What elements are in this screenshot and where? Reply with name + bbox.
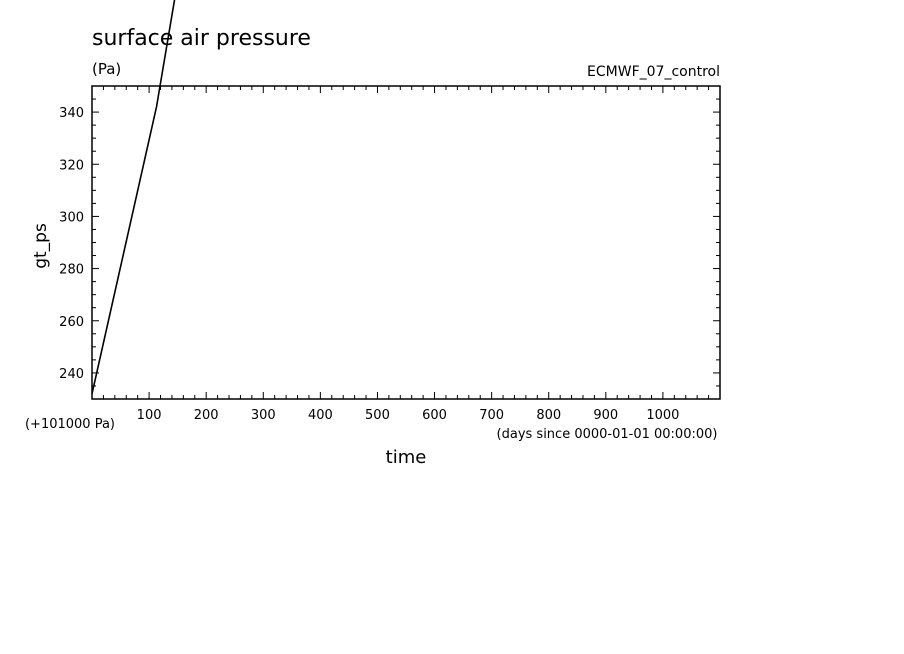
y-axis-label: gt_ps: [31, 223, 51, 269]
x-tick-label: 200: [194, 408, 219, 423]
x-tick-label: 1000: [646, 408, 679, 423]
y-tick-label: 280: [59, 263, 84, 278]
x-tick-label: 500: [365, 408, 390, 423]
x-tick-label: 600: [422, 408, 447, 423]
y-tick-label: 260: [59, 315, 84, 330]
series-line: [91, 0, 176, 394]
tick-marks: [92, 86, 720, 399]
y-tick-label: 240: [59, 367, 84, 382]
x-tick-label: 700: [479, 408, 504, 423]
y-offset-label: (+101000 Pa): [25, 417, 115, 432]
x-tick-label: 300: [251, 408, 276, 423]
x-tick-label: 400: [308, 408, 333, 423]
dataset-label: ECMWF_07_control: [587, 64, 720, 80]
y-tick-label: 320: [59, 158, 84, 173]
x-axis-label: time: [386, 447, 427, 468]
y-tick-label: 300: [59, 210, 84, 225]
y-tick-labels: 240 260 280 300 320 340: [59, 106, 84, 382]
x-units-label: (days since 0000-01-01 00:00:00): [497, 427, 718, 442]
x-tick-label: 100: [137, 408, 162, 423]
x-tick-labels: 100 200 300 400 500 600 700 800 900 1000: [137, 408, 680, 423]
x-tick-label: 900: [593, 408, 618, 423]
plot-frame: [91, 85, 721, 400]
chart-units: (Pa): [92, 60, 121, 78]
chart-title: surface air pressure: [92, 26, 311, 51]
y-tick-label: 340: [59, 106, 84, 121]
x-tick-label: 800: [536, 408, 561, 423]
